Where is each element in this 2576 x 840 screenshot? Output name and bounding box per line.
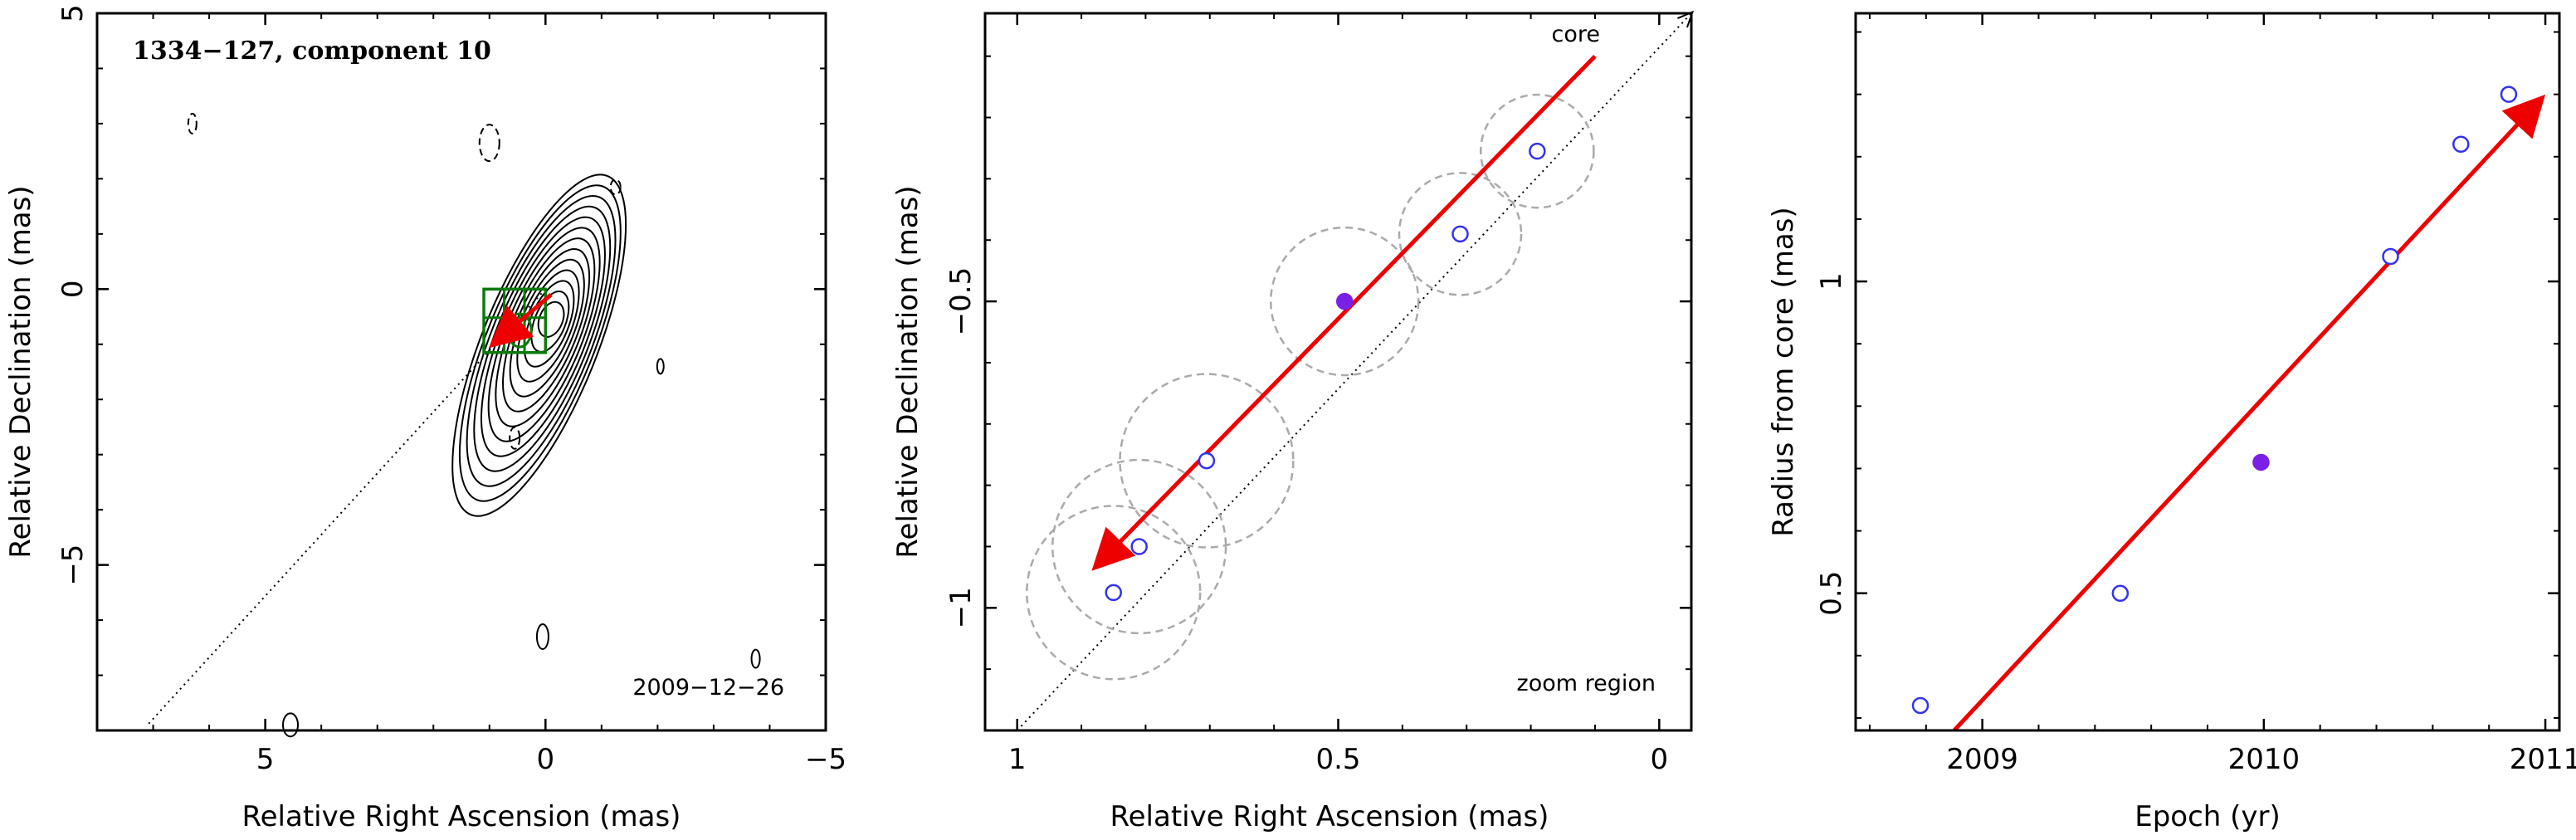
p2-uncertainty-circle	[1398, 172, 1523, 296]
p3-point	[2382, 247, 2399, 266]
p2-uncertainty-circle	[1026, 505, 1202, 681]
p3-plot-area	[1911, 85, 2546, 732]
p2-frame	[983, 12, 1693, 732]
p2-xtick-label: 0.5	[1315, 743, 1360, 776]
p1-contour-blob	[187, 112, 198, 134]
p2-point	[1529, 142, 1546, 160]
p1-contour	[458, 184, 622, 502]
p3-point	[2111, 584, 2130, 602]
p2-uncertainty-circle	[1479, 93, 1595, 209]
p2-point	[1105, 584, 1122, 602]
p2-axis-ticks: 1 0.5 0 −0.5 −1	[944, 13, 1691, 776]
p1-contour-blob	[509, 426, 521, 450]
p2-fit-arrow	[1091, 54, 1597, 571]
p3-xtick-label: 2011	[2510, 743, 2576, 776]
p2-xtick-label: 1	[1008, 743, 1027, 776]
p2-ytick-label: −0.5	[944, 267, 978, 336]
p3-y-axis-label: Radius from core (mas)	[1767, 207, 1800, 536]
p1-zoom-box	[482, 287, 548, 354]
p2-core-line	[1016, 13, 1691, 731]
p1-ytick-label: 5	[56, 4, 90, 22]
panel-zoom: 1 0.5 0 −0.5 −1 core zoom region Relative Ri…	[891, 13, 1691, 833]
p2-uncertainty-circle	[1051, 458, 1227, 635]
p1-core-line	[147, 288, 547, 726]
p1-xtick-label: 0	[536, 743, 554, 776]
p3-point	[2452, 135, 2470, 154]
p1-contour	[451, 173, 627, 517]
p3-point	[2500, 85, 2518, 103]
p1-title: 1334−127, component 10	[133, 37, 491, 66]
p2-point	[1198, 452, 1216, 470]
p1-contour-blob	[609, 178, 622, 196]
p3-x-axis-label: Epoch (yr)	[2134, 800, 2281, 833]
panel-radius: 2009 2010 2011 0.5 1 Epoch (yr) Radius from …	[1767, 12, 2576, 833]
p1-y-axis-label: Relative Declination (mas)	[4, 185, 37, 558]
p1-ytick-label: 0	[56, 280, 90, 298]
p2-uncertainty-circle	[1270, 226, 1420, 377]
p1-xtick-label: −5	[805, 743, 846, 776]
p1-x-axis-label: Relative Right Ascension (mas)	[242, 800, 681, 833]
p2-point	[1451, 225, 1469, 243]
p1-date-label: 2009−12−26	[632, 675, 784, 701]
p2-plot-area	[1016, 13, 1691, 731]
p3-ytick-label: 0.5	[1815, 571, 1848, 616]
p2-point	[1130, 538, 1148, 555]
panel-map: 5 0 −5 5 0 −5 1334−127, component 10 2009−12−…	[4, 4, 846, 833]
p1-xtick-label: 5	[256, 743, 275, 776]
p1-frame	[95, 12, 827, 732]
p1-plot-area	[147, 112, 761, 738]
p2-uncertainty-circle	[1119, 373, 1295, 549]
p2-zoom-annotation: zoom region	[1517, 671, 1656, 696]
p3-xtick-label: 2010	[2228, 743, 2300, 776]
p2-core-annotation: core	[1552, 22, 1600, 47]
p1-contour-blob	[535, 623, 549, 651]
p2-x-axis-label: Relative Right Ascension (mas)	[1110, 800, 1549, 833]
p3-ytick-label: 1	[1815, 272, 1848, 291]
p3-fit-arrow	[1952, 94, 2546, 732]
p1-contour-blob	[282, 712, 300, 738]
p3-xtick-label: 2009	[1946, 743, 2018, 776]
p2-point-filled	[1335, 292, 1354, 310]
p3-point-filled	[2252, 453, 2270, 471]
p3-axis-ticks: 2009 2010 2011 0.5 1	[1815, 13, 2576, 776]
p1-jet-arrow	[488, 293, 553, 349]
p2-y-axis-label: Relative Declination (mas)	[891, 185, 925, 558]
p2-xtick-label: 0	[1650, 743, 1668, 776]
p1-contour-blob	[656, 358, 665, 375]
p1-axis-ticks: 5 0 −5 5 0 −5	[56, 4, 846, 776]
p1-ytick-label: −5	[56, 545, 90, 586]
p2-ytick-label: −1	[944, 587, 978, 628]
p1-contour-blob	[478, 124, 500, 163]
p1-contour-blob	[750, 648, 761, 669]
p3-point	[1911, 696, 1930, 715]
p3-frame	[1854, 12, 2561, 732]
